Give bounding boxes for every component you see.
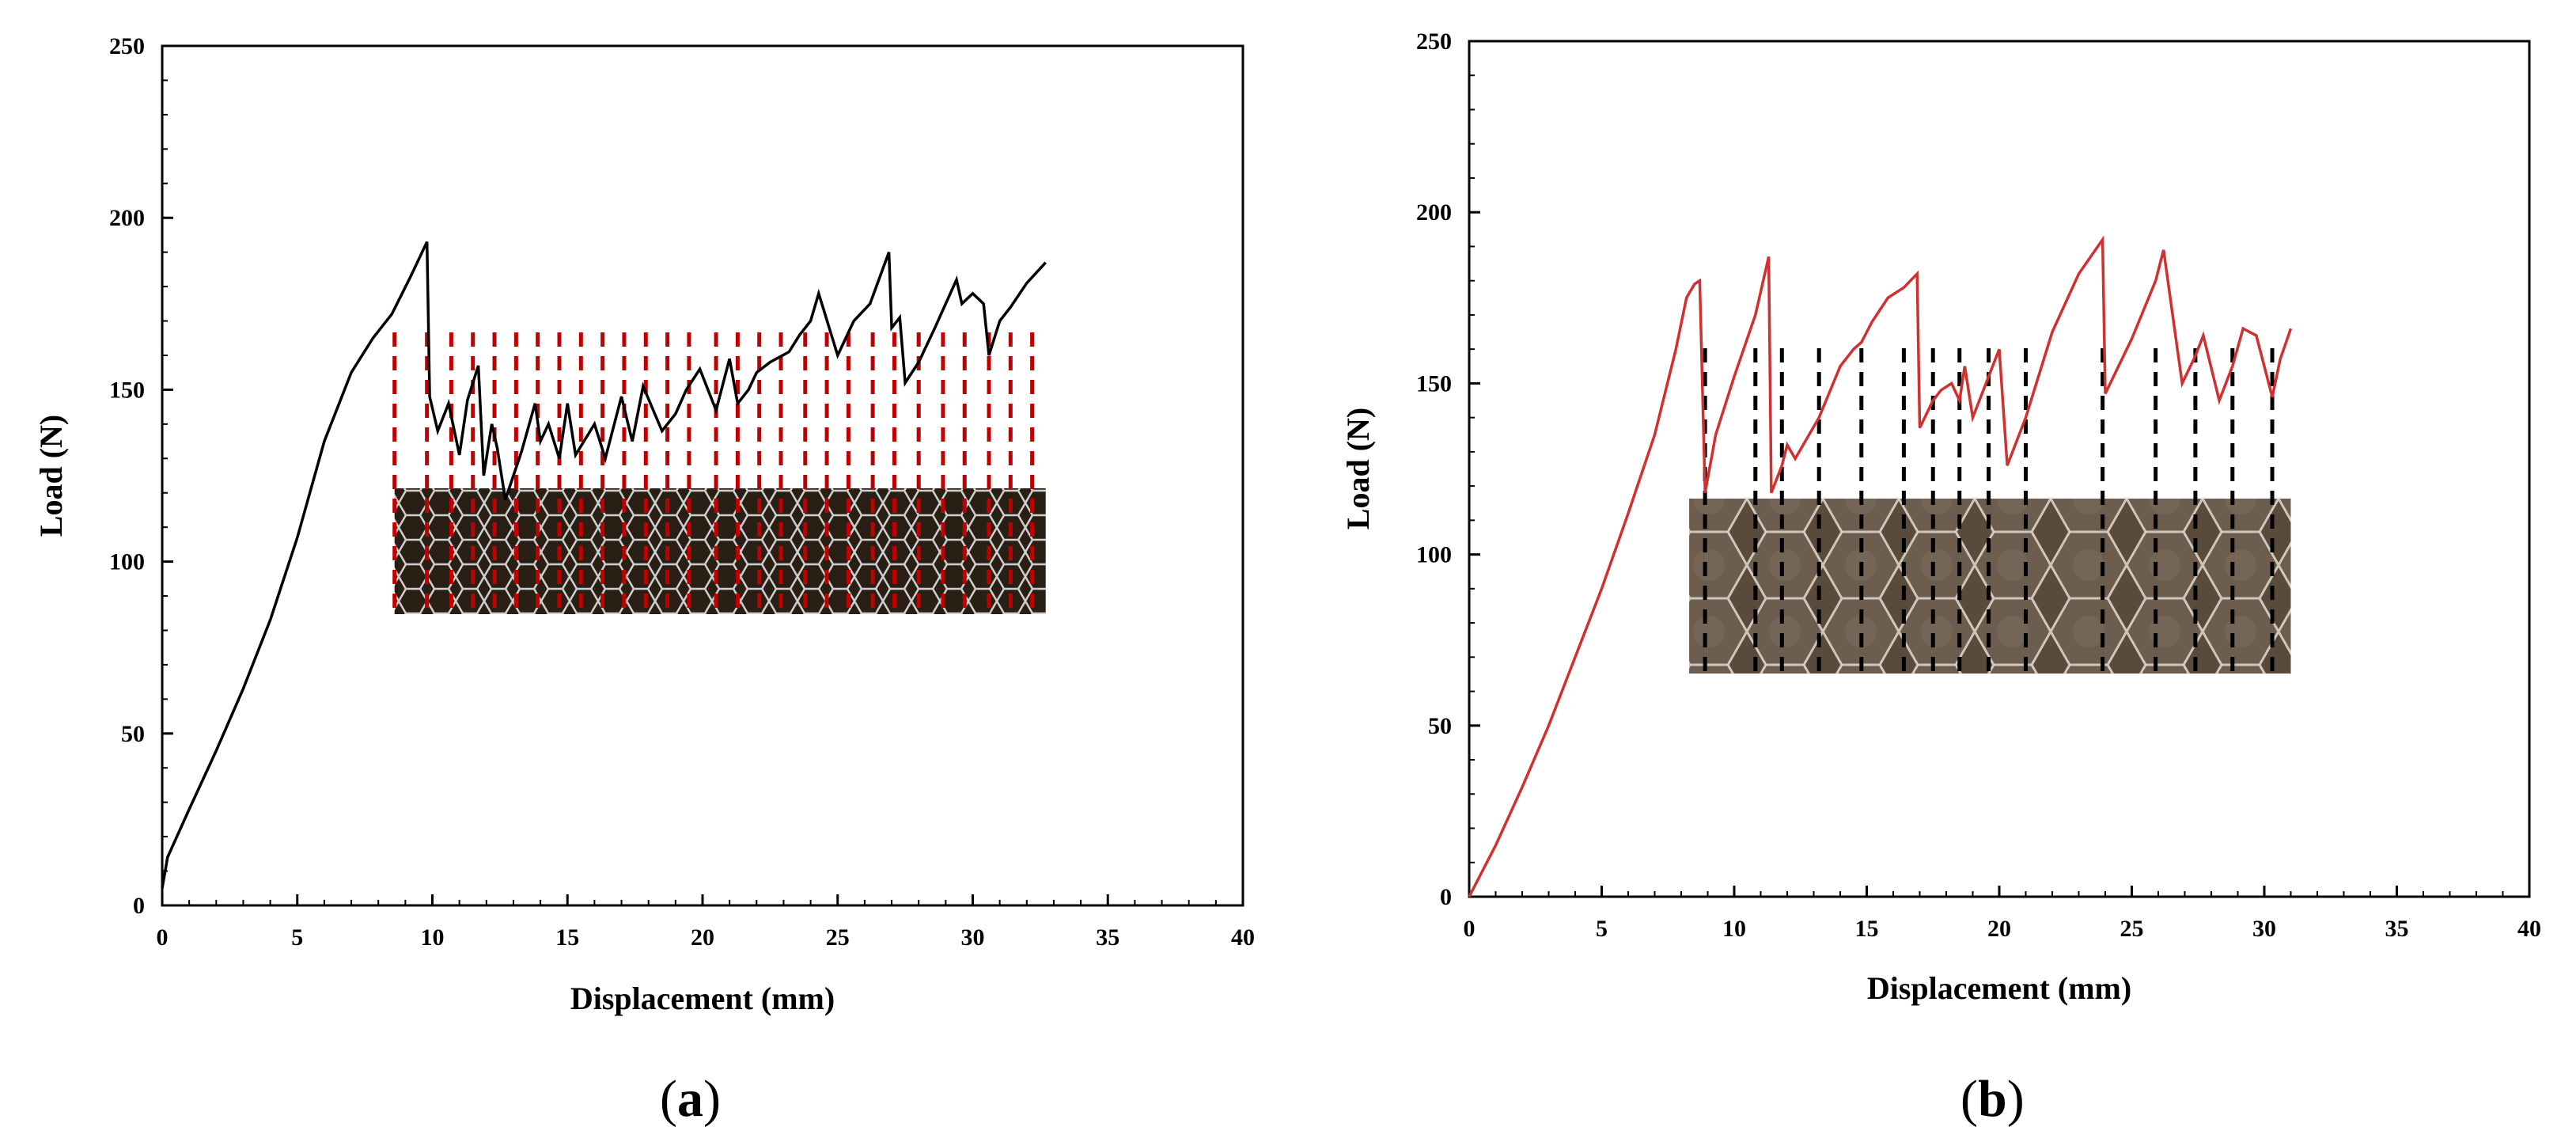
panel-label-b-open: ( xyxy=(1960,1070,1978,1128)
x-axis-title-b: Displacement (mm) xyxy=(1867,970,2131,1006)
x-tick-label-b: 20 xyxy=(1987,916,2011,942)
y-tick-label-b: 150 xyxy=(1416,370,1452,397)
panel-label-a-open: ( xyxy=(660,1070,677,1128)
panel-label-a: (a) xyxy=(660,1070,721,1128)
honeycomb-photo-a xyxy=(394,488,1046,614)
y-tick-label-a: 50 xyxy=(121,721,145,747)
y-tick-label-b: 250 xyxy=(1416,28,1452,55)
x-tick-label-a: 15 xyxy=(555,924,579,951)
y-tick-label-b: 0 xyxy=(1440,884,1452,910)
x-tick-label-a: 10 xyxy=(421,924,445,951)
load-curve-b xyxy=(1468,235,2293,897)
y-tick-label-a: 100 xyxy=(109,549,145,575)
y-axis-title-b: Load (N) xyxy=(1340,408,1376,529)
plot-frame-a xyxy=(161,44,1244,907)
x-tick-label-b: 30 xyxy=(2252,916,2276,942)
x-tick-label-b: 15 xyxy=(1855,916,1879,942)
x-tick-label-b: 0 xyxy=(1464,916,1476,942)
y-tick-label-a: 150 xyxy=(109,377,145,403)
x-tick-label-a: 25 xyxy=(826,924,850,951)
x-tick-label-b: 40 xyxy=(2517,916,2541,942)
x-tick-label-a: 20 xyxy=(691,924,714,951)
y-tick-label-b: 100 xyxy=(1416,542,1452,568)
x-tick-label-a: 30 xyxy=(961,924,985,951)
panel-label-a-letter: a xyxy=(677,1070,703,1128)
x-tick-label-a: 35 xyxy=(1096,924,1119,951)
panel-label-a-close: ) xyxy=(703,1070,721,1128)
honeycomb-inset-a xyxy=(394,488,1046,614)
y-tick-label-a: 0 xyxy=(133,893,145,919)
y-tick-label-a: 250 xyxy=(109,33,145,59)
y-axis-title-a: Load (N) xyxy=(33,415,69,537)
ticks-a: 0 5 10 15 20 25 30 35 40 0 50 100 150 200 250 xyxy=(109,33,1255,951)
panel-label-b: (b) xyxy=(1960,1070,2025,1128)
y-tick-label-b: 50 xyxy=(1428,713,1452,739)
plot-frame-b xyxy=(1468,40,2531,898)
load-curve-a xyxy=(161,241,1047,889)
y-tick-label-a: 200 xyxy=(109,205,145,231)
ticks-b: 0 5 10 15 20 25 30 35 40 0 50 100 150 200 250 xyxy=(1416,28,2541,942)
panel-label-b-letter: b xyxy=(1978,1070,2007,1128)
x-tick-label-a: 5 xyxy=(291,924,303,951)
x-tick-label-a: 0 xyxy=(157,924,169,951)
chart-panel-b: 0 5 10 15 20 25 30 35 40 0 50 100 150 200 250 Displace… xyxy=(1340,28,2541,1128)
x-tick-label-b: 5 xyxy=(1596,916,1608,942)
x-tick-label-b: 10 xyxy=(1722,916,1746,942)
x-tick-label-a: 40 xyxy=(1231,924,1255,951)
panel-label-b-close: ) xyxy=(2007,1070,2025,1128)
x-axis-title-a: Displacement (mm) xyxy=(570,981,835,1016)
x-tick-label-b: 35 xyxy=(2385,916,2409,942)
x-tick-label-b: 25 xyxy=(2120,916,2144,942)
y-tick-label-b: 200 xyxy=(1416,199,1452,226)
chart-panel-a: 0 5 10 15 20 25 30 35 40 0 50 100 150 200 250 Displace… xyxy=(33,33,1255,1128)
